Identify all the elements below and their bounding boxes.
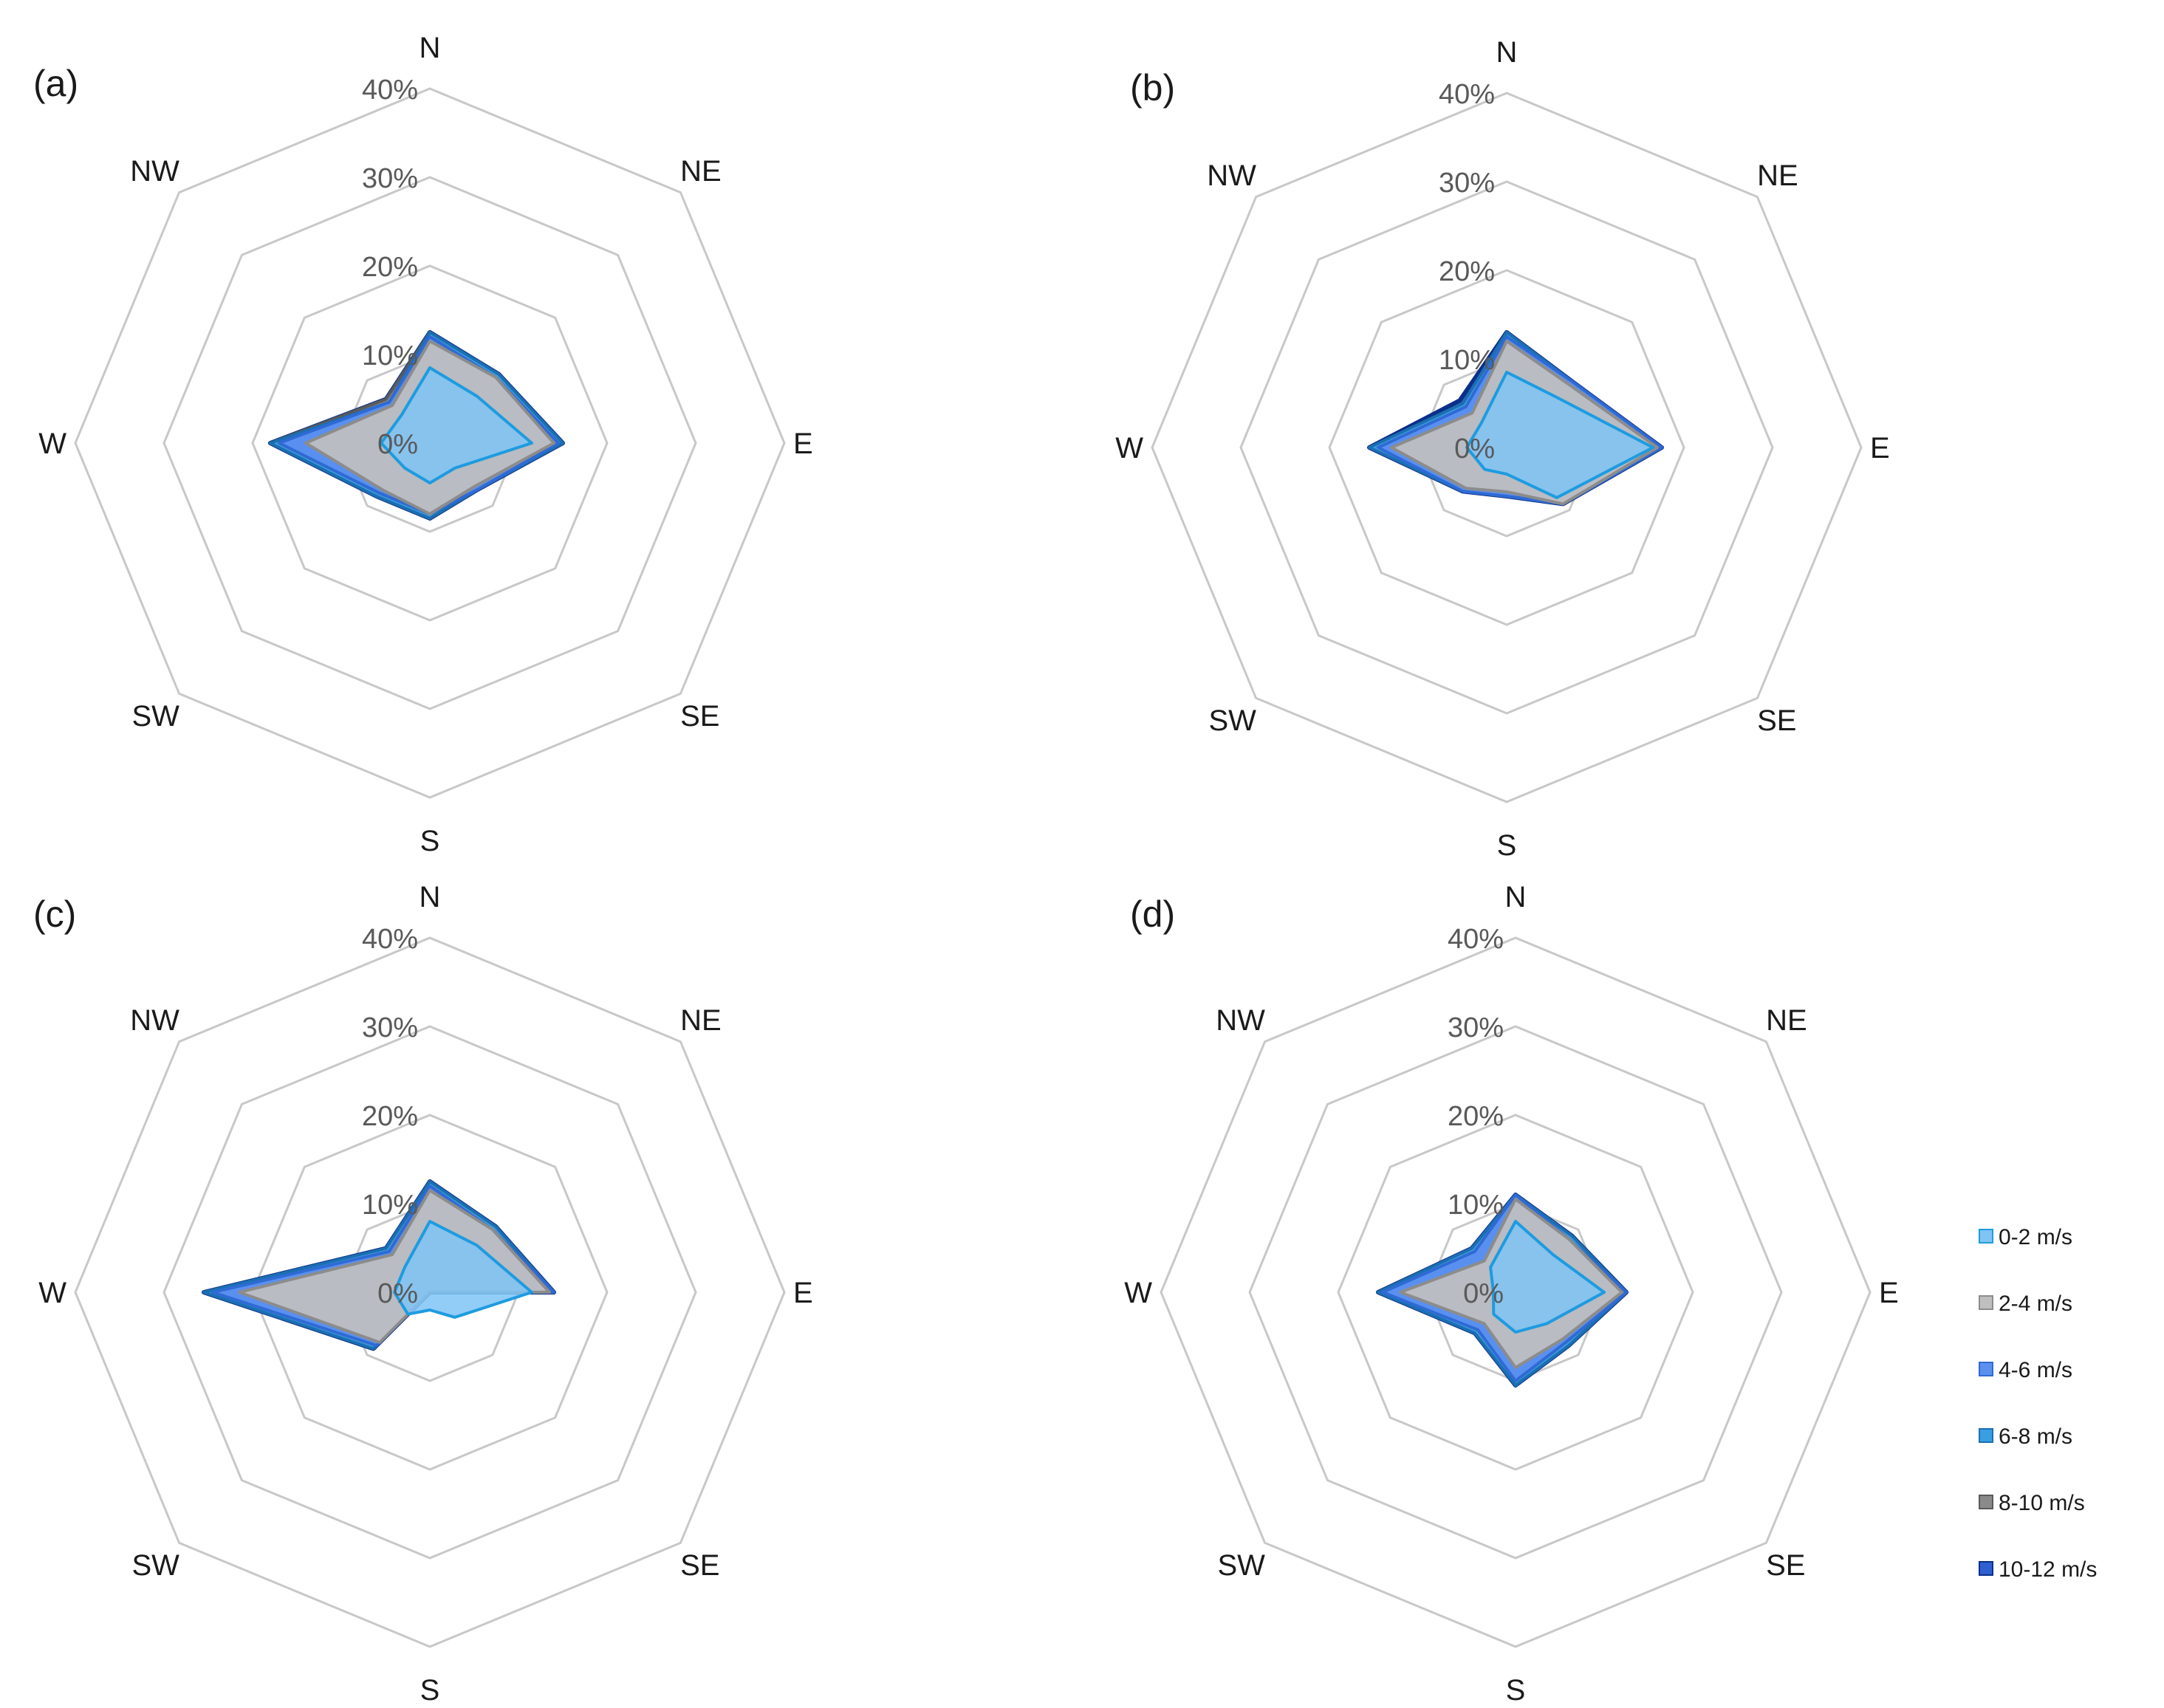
wind-rose-panel-a: (a) 0% 10% 20% 30% 40%N NE E SE S SW W NW — [33, 32, 813, 857]
tick-label: 10% — [1439, 345, 1495, 376]
legend-label: 10-12 m/s — [1999, 1557, 2097, 1582]
panel-label: (d) — [1130, 894, 1175, 935]
direction-label-s: S — [420, 1674, 440, 1707]
legend-swatch-4-6 — [1979, 1362, 1993, 1376]
panel-label: (b) — [1130, 67, 1175, 109]
direction-label-se: SE — [680, 1549, 719, 1582]
wind-rose-panel-b: (b) 0% 10% 20% 30% 40%N NE E SE S SW W NW — [1115, 36, 1889, 862]
series-polygon-0-2 — [380, 366, 533, 484]
direction-label-w: W — [38, 428, 66, 460]
tick-label: 40% — [362, 924, 418, 955]
legend-swatch-10-12 — [1979, 1561, 1993, 1576]
legend-label: 8-10 m/s — [1999, 1491, 2085, 1515]
legend-item: 0-2 m/s — [1979, 1225, 2072, 1249]
series-polygon-0-2 — [1465, 371, 1654, 499]
legend-item: 8-10 m/s — [1979, 1491, 2085, 1515]
grid-ring — [251, 264, 609, 622]
grid-ring — [1151, 92, 1863, 803]
direction-label-s: S — [1506, 1674, 1526, 1707]
direction-label-e: E — [1879, 1277, 1899, 1309]
direction-label-ne: NE — [1766, 1004, 1807, 1037]
wind-rose-panel-c: (c) 0% 10% 20% 30% 40%N NE E SE S SW W NW — [33, 881, 813, 1707]
direction-label-sw: SW — [131, 700, 179, 733]
direction-label-sw: SW — [131, 1549, 179, 1582]
direction-label-sw: SW — [1217, 1549, 1265, 1582]
tick-label: 40% — [1439, 79, 1495, 110]
tick-label: 0% — [1463, 1278, 1504, 1309]
legend-label: 2-4 m/s — [1999, 1292, 2072, 1316]
grid-ring — [251, 1114, 609, 1471]
grid-ring — [74, 87, 786, 799]
direction-label-ne: NE — [680, 155, 722, 188]
tick-label: 0% — [377, 1278, 418, 1309]
series-polygon-2-4 — [238, 1189, 551, 1344]
tick-label: 20% — [362, 252, 418, 283]
tick-label: 20% — [1448, 1101, 1504, 1132]
grid-ring — [1160, 936, 1872, 1648]
panel-label: (a) — [33, 63, 78, 104]
direction-label-se: SE — [680, 700, 719, 733]
tick-label: 10% — [362, 1190, 418, 1221]
tick-label: 0% — [1454, 433, 1495, 464]
grid-ring — [1337, 1114, 1694, 1471]
tick-label: 20% — [1439, 256, 1495, 287]
grid-ring — [1239, 180, 1774, 715]
direction-label-sw: SW — [1208, 704, 1256, 737]
legend-item: 6-8 m/s — [1979, 1424, 2072, 1449]
tick-label: 30% — [1448, 1012, 1504, 1043]
tick-label: 30% — [362, 163, 418, 194]
direction-label-e: E — [1870, 432, 1890, 464]
chart-legend: 0-2 m/s 2-4 m/s 4-6 m/s 6-8 m/s 8-10 m/s… — [1979, 1225, 2097, 1582]
legend-label: 0-2 m/s — [1999, 1225, 2072, 1249]
grid-ring — [1328, 269, 1685, 626]
direction-label-s: S — [1497, 829, 1517, 862]
series-polygon-0-2 — [393, 1220, 533, 1319]
tick-label: 30% — [362, 1012, 418, 1043]
legend-item: 4-6 m/s — [1979, 1358, 2072, 1382]
direction-label-n: N — [1496, 36, 1518, 69]
panel-label: (c) — [33, 894, 76, 935]
legend-item: 10-12 m/s — [1979, 1557, 2097, 1582]
direction-label-e: E — [793, 428, 813, 460]
legend-label: 6-8 m/s — [1999, 1424, 2072, 1449]
grid-ring — [74, 936, 786, 1648]
direction-label-n: N — [1505, 881, 1527, 913]
legend-swatch-6-8 — [1979, 1428, 1993, 1443]
legend-item: 2-4 m/s — [1979, 1292, 2072, 1316]
direction-label-ne: NE — [1757, 160, 1798, 192]
series-polygon-0-2 — [1489, 1220, 1606, 1334]
direction-label-e: E — [793, 1277, 813, 1309]
direction-label-nw: NW — [130, 155, 179, 188]
direction-label-ne: NE — [680, 1004, 722, 1037]
direction-label-n: N — [420, 32, 441, 64]
direction-label-se: SE — [1757, 704, 1796, 737]
direction-label-se: SE — [1766, 1549, 1805, 1582]
direction-label-w: W — [1115, 432, 1143, 464]
tick-label: 30% — [1439, 168, 1495, 199]
direction-label-w: W — [38, 1277, 66, 1309]
wind-rose-panel-d: (d) 0% 10% 20% 30% 40%N NE E SE S SW W NW — [1124, 881, 1898, 1707]
tick-label: 40% — [1448, 924, 1504, 955]
tick-label: 10% — [362, 340, 418, 371]
direction-label-nw: NW — [1207, 160, 1256, 192]
direction-label-n: N — [420, 881, 441, 913]
legend-swatch-2-4 — [1979, 1295, 1993, 1310]
grid-ring — [1248, 1025, 1783, 1560]
tick-label: 20% — [362, 1101, 418, 1132]
legend-swatch-8-10 — [1979, 1495, 1993, 1509]
legend-swatch-0-2 — [1979, 1229, 1993, 1244]
direction-label-nw: NW — [130, 1004, 179, 1037]
tick-label: 0% — [377, 429, 418, 460]
direction-label-w: W — [1124, 1277, 1152, 1309]
grid-ring — [162, 1025, 697, 1560]
direction-label-nw: NW — [1216, 1004, 1265, 1037]
direction-label-s: S — [420, 825, 440, 857]
tick-label: 10% — [1448, 1190, 1504, 1221]
grid-ring — [162, 176, 697, 710]
tick-label: 40% — [362, 75, 418, 106]
legend-label: 4-6 m/s — [1999, 1358, 2072, 1382]
